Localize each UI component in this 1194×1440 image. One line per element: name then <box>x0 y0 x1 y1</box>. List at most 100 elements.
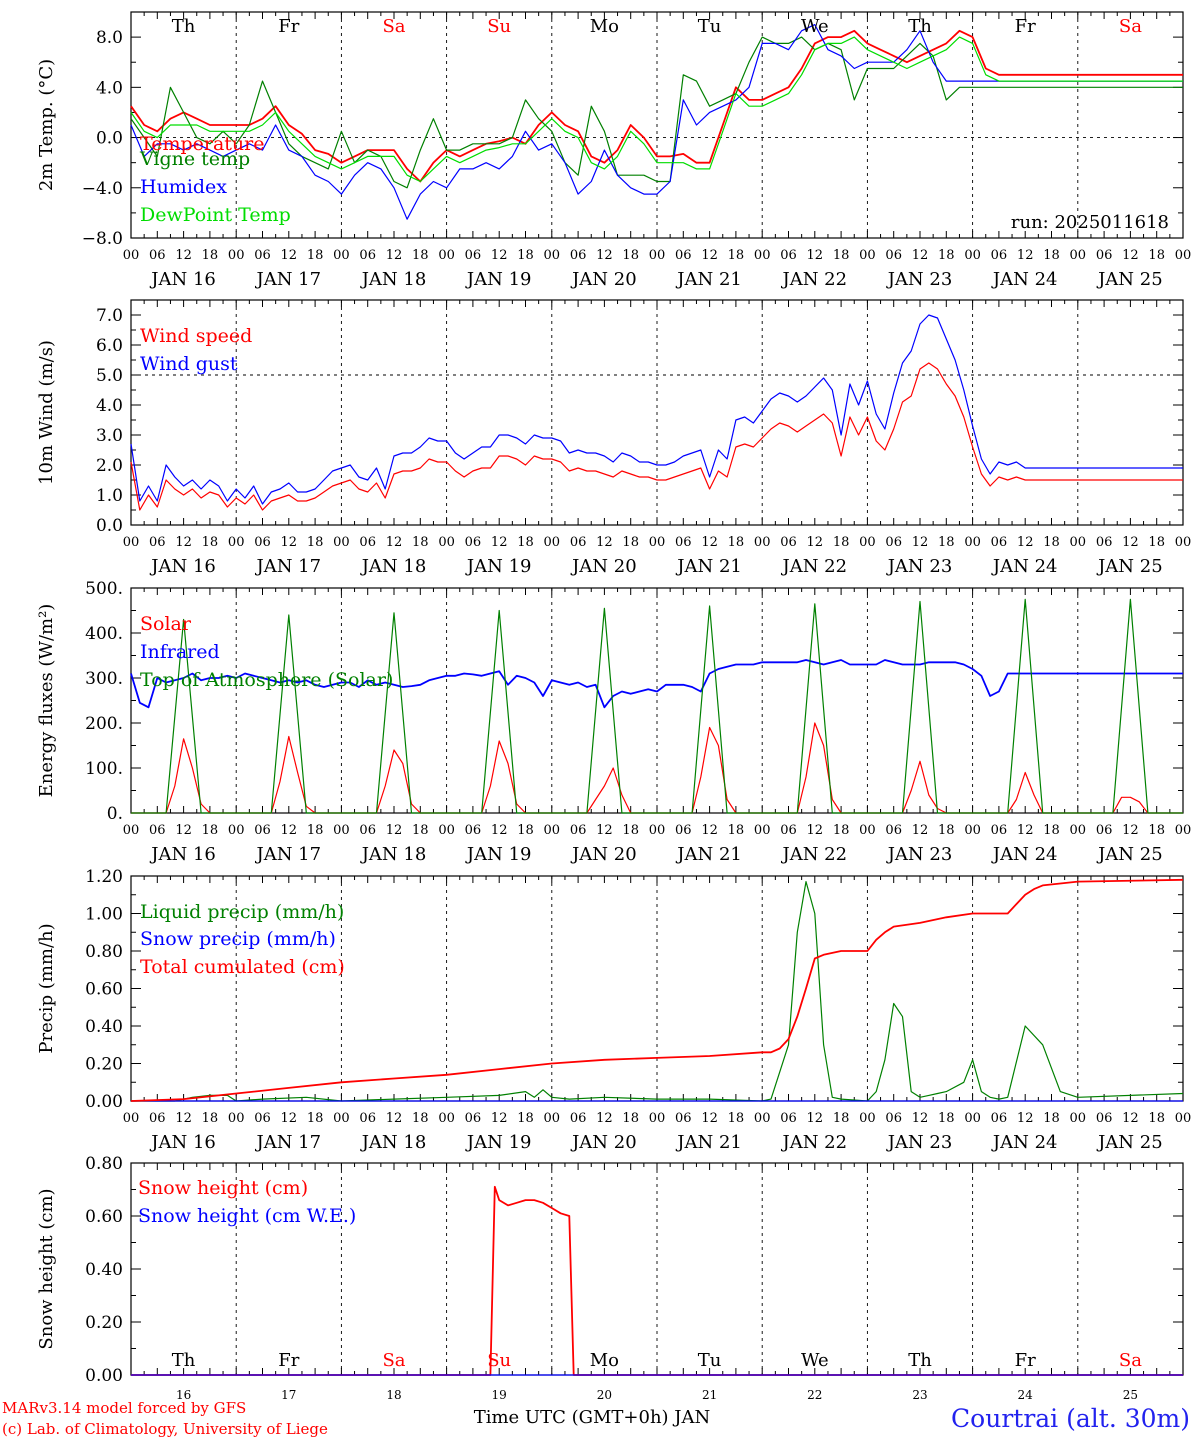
hour-label: 06 <box>991 1111 1008 1126</box>
y-axis-label: 10m Wind (m/s) <box>36 340 57 485</box>
day-label: We <box>801 16 829 37</box>
panel-1: 8.0 4.0 0.0 −4.0 −8.0 2m Temp. (°C) Temperatur… <box>36 11 1191 290</box>
hour-label: 12 <box>701 248 718 263</box>
y-tick-label: 0.00 <box>85 1092 123 1112</box>
hour-label: 06 <box>991 823 1008 838</box>
hour-label: 12 <box>1122 248 1139 263</box>
series-line <box>130 659 1183 709</box>
y-tick-label: 4.0 <box>96 78 123 98</box>
legend-entry: DewPoint Temp <box>140 204 291 226</box>
hour-label: 06 <box>149 823 166 838</box>
run-label: run: 2025011618 <box>1011 212 1169 233</box>
hour-label: 12 <box>1122 1111 1139 1126</box>
hour-label: 00 <box>1070 823 1087 838</box>
date-label: JAN 16 <box>149 556 216 577</box>
panel-2: 7.0 6.0 5.0 4.0 3.0 2.0 1.0 0.0 10m Wind (m/s) Wi… <box>36 299 1191 577</box>
date-label: JAN 22 <box>781 556 848 577</box>
hour-label: 00 <box>859 535 876 550</box>
day-label: Mo <box>590 1350 619 1371</box>
hour-label: 06 <box>359 535 376 550</box>
hour-label: 18 <box>517 248 534 263</box>
hour-label: 18 <box>202 823 219 838</box>
date-label: JAN 25 <box>1096 1132 1163 1153</box>
hour-label: 00 <box>859 248 876 263</box>
hour-label: 18 <box>622 823 639 838</box>
date-label: JAN 23 <box>886 1132 953 1153</box>
day-label: Mo <box>590 16 619 37</box>
hour-label: 00 <box>649 823 666 838</box>
date-label: JAN 25 <box>1096 269 1163 290</box>
date-label: JAN 24 <box>991 269 1058 290</box>
series-line <box>130 314 1183 505</box>
legend-entry: Solar <box>140 613 192 635</box>
hour-label: 00 <box>649 535 666 550</box>
date-label: 21 <box>702 1388 717 1402</box>
y-tick-label: 200. <box>85 714 123 734</box>
date-label: JAN 16 <box>149 1132 216 1153</box>
hour-label: 12 <box>912 535 929 550</box>
hour-label: 00 <box>964 535 981 550</box>
hour-label: 18 <box>833 535 850 550</box>
hour-label: 18 <box>1148 823 1165 838</box>
legend-entry: Temperature <box>140 133 264 155</box>
hour-label: 12 <box>281 823 298 838</box>
legend-entry: Vigne temp <box>139 148 250 170</box>
hour-label: 00 <box>123 535 140 550</box>
date-label: JAN 20 <box>570 556 637 577</box>
hour-label: 06 <box>991 248 1008 263</box>
y-tick-label: 0.80 <box>85 1154 123 1174</box>
hour-label: 18 <box>938 1111 955 1126</box>
hour-label: 00 <box>438 535 455 550</box>
day-label: Th <box>908 1350 932 1371</box>
hour-label: 18 <box>728 823 745 838</box>
hour-label: 18 <box>938 535 955 550</box>
hour-label: 06 <box>359 248 376 263</box>
date-label: 23 <box>912 1388 927 1402</box>
legend-entry: Humidex <box>140 176 227 198</box>
date-label: JAN 23 <box>886 844 953 865</box>
hour-label: 18 <box>622 535 639 550</box>
hour-label: 06 <box>885 535 902 550</box>
legend-entry: Snow height (cm) <box>138 1177 308 1199</box>
hour-label: 06 <box>359 1111 376 1126</box>
hour-label: 06 <box>254 823 271 838</box>
footer-model: MARv3.14 model forced by GFS <box>2 1399 246 1417</box>
hour-label: 12 <box>807 535 824 550</box>
hour-label: 06 <box>780 823 797 838</box>
hour-label: 00 <box>228 823 245 838</box>
y-tick-label: 300. <box>85 669 123 689</box>
date-label: JAN 16 <box>149 269 216 290</box>
legend-entry: Infrared <box>140 641 220 663</box>
y-axis-label: Precip (mm/h) <box>36 923 57 1053</box>
hour-label: 12 <box>912 1111 929 1126</box>
hour-label: 06 <box>254 1111 271 1126</box>
hour-label: 00 <box>964 248 981 263</box>
day-label: Fr <box>1015 16 1036 37</box>
hour-label: 18 <box>1148 535 1165 550</box>
hour-label: 00 <box>754 535 771 550</box>
hour-label: 00 <box>1175 1111 1192 1126</box>
hour-label: 12 <box>175 1111 192 1126</box>
date-label: JAN 17 <box>255 269 322 290</box>
y-tick-label: 0.20 <box>85 1313 123 1333</box>
day-label: Fr <box>278 16 299 37</box>
hour-label: 06 <box>570 823 587 838</box>
hour-label: 06 <box>1096 823 1113 838</box>
hour-label: 00 <box>1070 248 1087 263</box>
hour-label: 12 <box>175 535 192 550</box>
hour-label: 12 <box>1017 1111 1034 1126</box>
y-tick-label: 1.00 <box>85 905 123 925</box>
hour-label: 18 <box>622 248 639 263</box>
hour-label: 06 <box>675 823 692 838</box>
hour-label: 12 <box>1017 823 1034 838</box>
hour-label: 06 <box>465 248 482 263</box>
hour-label: 12 <box>386 823 403 838</box>
hour-label: 18 <box>202 248 219 263</box>
hour-label: 12 <box>807 1111 824 1126</box>
hour-label: 06 <box>780 535 797 550</box>
footer-credit: (c) Lab. of Climatology, University of L… <box>2 1420 328 1438</box>
date-label: 16 <box>176 1388 191 1402</box>
date-label: 22 <box>807 1388 822 1402</box>
date-label: JAN 22 <box>781 1132 848 1153</box>
day-label: Su <box>487 16 511 37</box>
